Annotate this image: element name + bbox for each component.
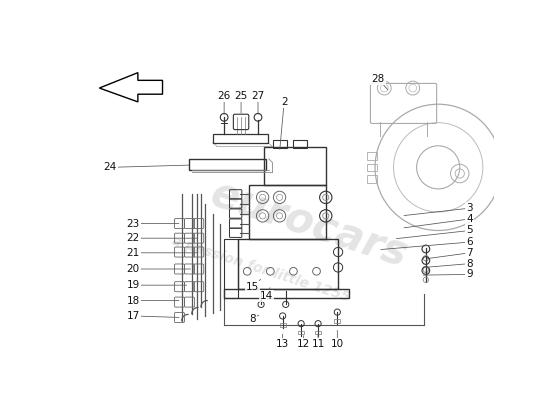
Text: 23: 23 bbox=[126, 218, 179, 228]
Bar bbox=[315, 330, 321, 334]
Text: 7: 7 bbox=[427, 248, 473, 259]
Text: 10: 10 bbox=[331, 330, 344, 350]
Text: 6: 6 bbox=[381, 237, 473, 250]
Bar bbox=[334, 319, 340, 323]
Bar bbox=[367, 164, 377, 171]
Text: 12: 12 bbox=[297, 336, 310, 350]
Text: 25: 25 bbox=[234, 91, 248, 113]
Text: 13: 13 bbox=[276, 334, 289, 350]
Text: 14: 14 bbox=[260, 288, 273, 301]
Bar bbox=[264, 146, 326, 185]
Text: 8: 8 bbox=[427, 258, 473, 269]
Bar bbox=[273, 140, 287, 148]
Text: 4: 4 bbox=[404, 214, 473, 228]
Bar bbox=[294, 140, 307, 148]
Text: 3: 3 bbox=[404, 203, 473, 216]
Text: 27: 27 bbox=[251, 91, 265, 114]
Bar bbox=[224, 239, 238, 298]
Text: 8: 8 bbox=[249, 314, 258, 324]
Text: a passion for little 1255: a passion for little 1255 bbox=[170, 234, 352, 305]
Polygon shape bbox=[100, 73, 163, 102]
Text: 20: 20 bbox=[126, 264, 190, 274]
Bar bbox=[279, 323, 286, 327]
Text: 21: 21 bbox=[126, 248, 197, 258]
Bar bbox=[367, 152, 377, 160]
Text: 24: 24 bbox=[103, 162, 189, 172]
Text: 9: 9 bbox=[424, 269, 473, 279]
Bar bbox=[224, 289, 349, 298]
Text: 17: 17 bbox=[126, 311, 179, 321]
Text: 18: 18 bbox=[126, 296, 179, 306]
Bar bbox=[298, 330, 304, 334]
Text: 19: 19 bbox=[126, 280, 186, 290]
Text: eurocars: eurocars bbox=[205, 173, 413, 276]
Text: 22: 22 bbox=[126, 233, 197, 243]
Bar bbox=[249, 185, 326, 239]
Bar bbox=[367, 175, 377, 183]
Text: 5: 5 bbox=[397, 226, 473, 239]
Text: 28: 28 bbox=[371, 74, 388, 90]
Text: 11: 11 bbox=[311, 334, 324, 350]
Text: 26: 26 bbox=[217, 91, 231, 114]
Bar bbox=[238, 239, 338, 289]
Text: 15: 15 bbox=[246, 279, 261, 292]
Text: 2: 2 bbox=[280, 97, 288, 149]
